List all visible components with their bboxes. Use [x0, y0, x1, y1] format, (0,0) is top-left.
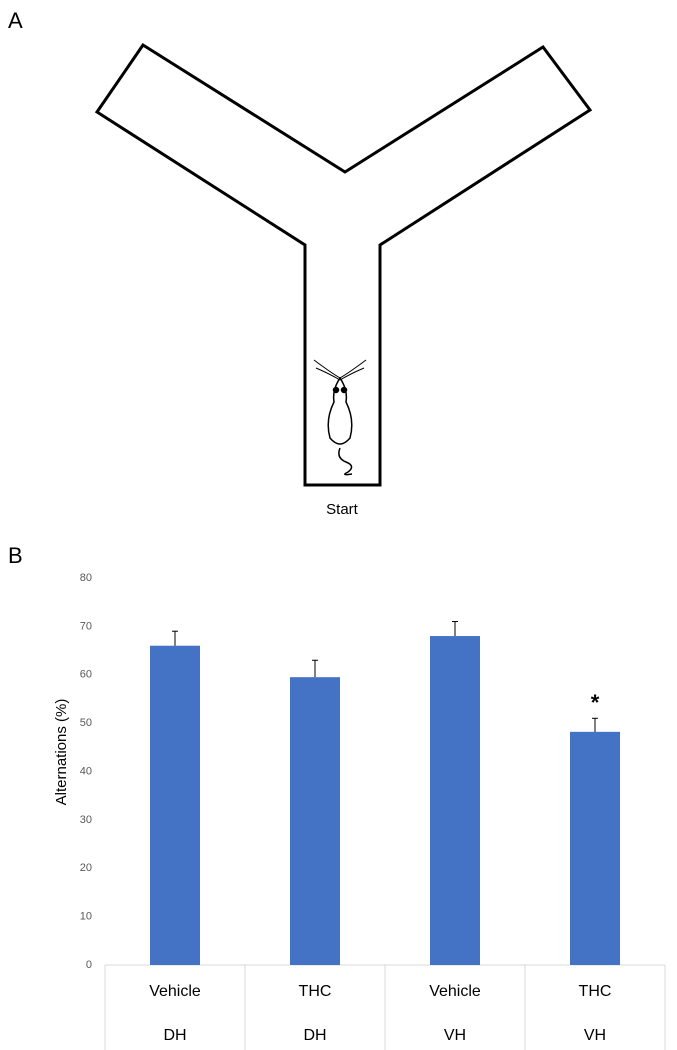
x-tick-label: THC — [299, 983, 332, 1000]
y-tick-label: 20 — [80, 862, 92, 874]
x-tick-label: Vehicle — [149, 983, 201, 1000]
y-tick-label: 70 — [80, 620, 92, 632]
y-maze: Start — [97, 45, 590, 518]
bar — [150, 646, 200, 965]
y-axis-label: Alternations (%) — [53, 699, 70, 806]
x-group-label: DH — [163, 1027, 186, 1044]
y-tick-label: 30 — [80, 814, 92, 826]
x-group-label: VH — [584, 1027, 606, 1044]
y-tick-label: 60 — [80, 669, 92, 681]
y-tick-label: 50 — [80, 717, 92, 729]
mouse-icon — [314, 360, 366, 475]
start-label: Start — [326, 501, 359, 518]
figure: A B Start Alternations (%) 0 10 20 30 40 50 60… — [0, 0, 677, 1050]
maze-outline — [97, 45, 590, 485]
x-tick-label: Vehicle — [429, 983, 481, 1000]
panel-label: A — [8, 8, 23, 33]
panel-label: B — [8, 543, 23, 568]
bar — [290, 677, 340, 965]
y-tick-label: 0 — [86, 959, 92, 971]
x-group-label: DH — [303, 1027, 326, 1044]
bar — [570, 732, 620, 965]
significance-marker: * — [591, 690, 600, 715]
y-tick-label: 80 — [80, 572, 92, 584]
y-tick-label: 40 — [80, 765, 92, 777]
y-tick-label: 10 — [80, 911, 92, 923]
x-tick-label: THC — [579, 983, 612, 1000]
x-group-label: VH — [444, 1027, 466, 1044]
bar — [430, 636, 480, 965]
